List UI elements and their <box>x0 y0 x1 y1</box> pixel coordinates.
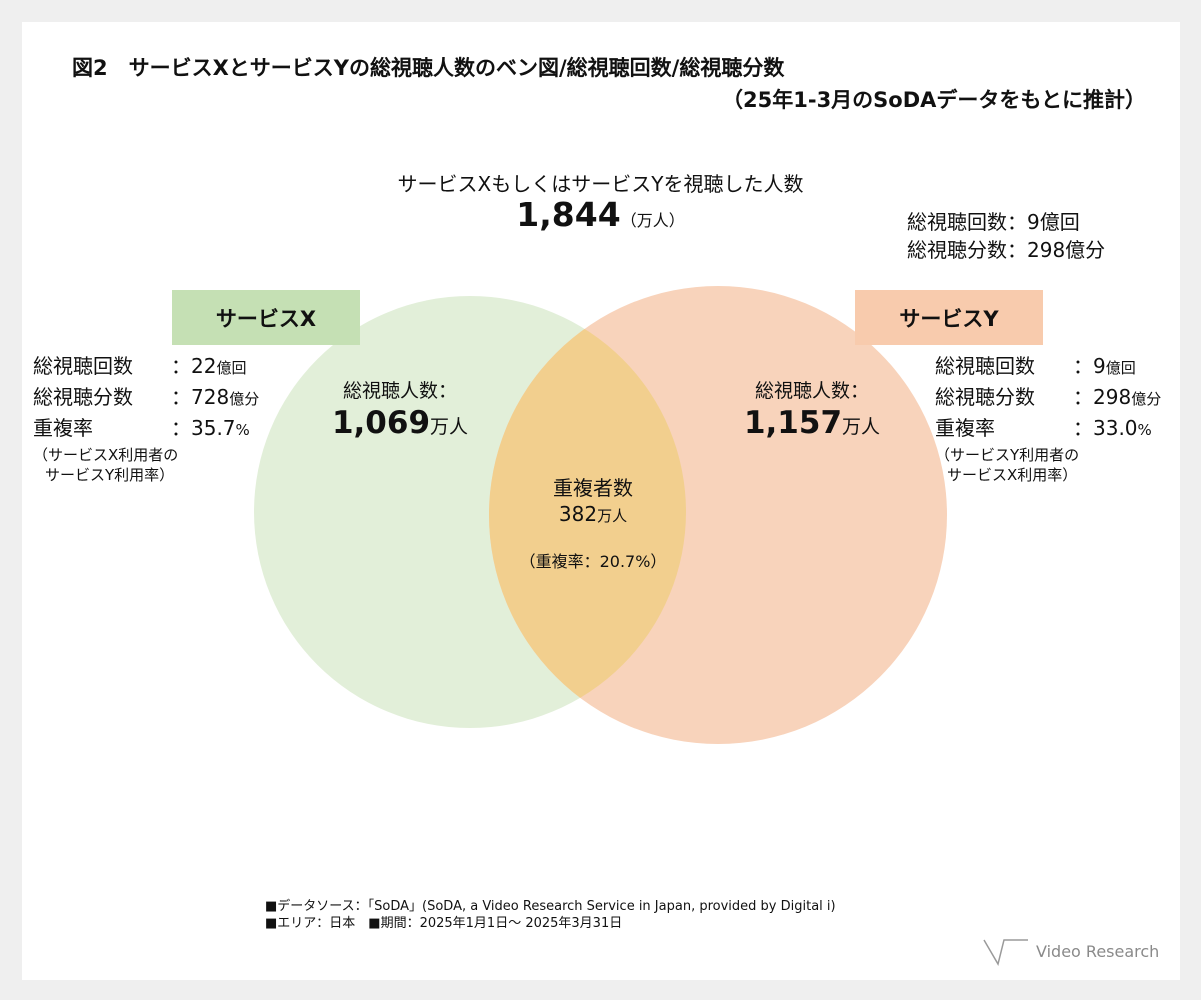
overlap-note-2: サービスY利用率） <box>45 466 175 484</box>
overlap-label: 重複者数 <box>553 476 633 500</box>
logo-text: Video Research <box>1036 941 1160 961</box>
viewers-label-y: 総視聴人数： <box>754 380 869 402</box>
views-unit: 億回 <box>1105 359 1136 377</box>
overlap-value-row: 382万人 <box>493 502 693 526</box>
footer: ■データソース：「SoDA」(SoDA, a Video Research Se… <box>265 898 836 932</box>
views-key: 総視聴回数 <box>935 354 1035 378</box>
viewers-value-y: 1,157 <box>743 405 843 441</box>
minutes-unit: 億分 <box>229 390 260 408</box>
figure-subtitle: （25年1-3月のSoDAデータをもとに推計） <box>722 88 1146 112</box>
overlap-note-1: （サービスY利用者の <box>935 446 1080 464</box>
overlap-value: ：33.0 <box>1073 416 1138 440</box>
minutes-value: ：728 <box>171 385 230 409</box>
minutes-unit: 億分 <box>1131 390 1162 408</box>
total-views: 総視聴回数：9億回 <box>907 210 1080 234</box>
viewers-row-y: 1,157万人 <box>712 405 912 441</box>
overlap-unit: 万人 <box>597 507 628 525</box>
logo-mark-icon <box>983 939 1028 966</box>
overlap-key: 重複率 <box>33 416 93 440</box>
overlap-key: 重複率 <box>935 416 995 440</box>
total-value: 1,844 <box>516 195 621 234</box>
views-value: ：22 <box>171 354 217 378</box>
overlap-rate: （重複率：20.7%） <box>519 552 667 571</box>
viewers-label-x: 総視聴人数： <box>342 380 457 402</box>
viewers-unit-x: 万人 <box>430 416 469 438</box>
overlap-note-1: （サービスX利用者の <box>33 446 179 464</box>
overlap-unit: % <box>235 421 250 439</box>
total-minutes: 総視聴分数：298億分 <box>907 238 1106 262</box>
overlap-unit: % <box>1137 421 1152 439</box>
viewers-value-x: 1,069 <box>331 405 431 441</box>
views-value: ：9 <box>1073 354 1106 378</box>
overlap-value: 382 <box>558 502 598 526</box>
total-label: サービスXもしくはサービスYを視聴した人数 <box>397 172 804 196</box>
total-value-row: 1,844（万人） <box>0 195 1201 234</box>
views-key: 総視聴回数 <box>33 354 133 378</box>
total-unit: （万人） <box>620 211 685 230</box>
stats-service-y: 総視聴回数 ：9億回 総視聴分数 ：298億分 重複率 ：33.0% （サービスY利用… <box>935 352 1161 485</box>
footer-source: ■データソース：「SoDA」(SoDA, a Video Research Se… <box>265 899 836 914</box>
minutes-key: 総視聴分数 <box>935 385 1035 409</box>
label-service-x: サービスX <box>172 290 360 345</box>
footer-area-period: ■エリア：日本 ■期間：2025年1月1日～ 2025年3月31日 <box>265 916 623 931</box>
label-service-y: サービスY <box>855 290 1043 345</box>
stats-service-x: 総視聴回数 ：22億回 総視聴分数 ：728億分 重複率 ：35.7% （サービスX利… <box>33 352 259 485</box>
figure-title: 図2 サービスXとサービスYの総視聴人数のベン図/総視聴回数/総視聴分数 <box>72 56 785 80</box>
overlap-note-2: サービスX利用率） <box>947 466 1078 484</box>
minutes-key: 総視聴分数 <box>33 385 133 409</box>
minutes-value: ：298 <box>1073 385 1132 409</box>
views-unit: 億回 <box>216 359 247 377</box>
video-research-logo: Video Research <box>982 936 1159 966</box>
viewers-row-x: 1,069万人 <box>300 405 500 441</box>
viewers-unit-y: 万人 <box>842 416 881 438</box>
overlap-value: ：35.7 <box>171 416 236 440</box>
overlap-region <box>489 296 686 728</box>
